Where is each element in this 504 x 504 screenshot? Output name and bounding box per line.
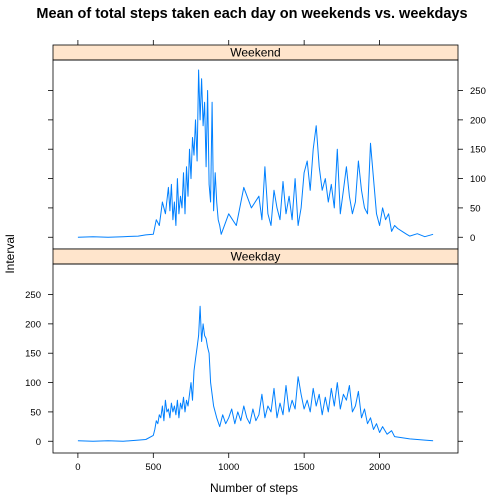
weekday-ytick-label-250: 250 — [25, 290, 41, 301]
xtick-label-0: 0 — [75, 462, 80, 473]
weekday-ytick-label-200: 200 — [25, 319, 41, 330]
weekend-ytick-label-0: 0 — [470, 233, 475, 244]
weekend-ytick-label-150: 150 — [470, 145, 486, 156]
weekday-ytick-label-50: 50 — [30, 407, 41, 418]
weekend-ytick-label-250: 250 — [470, 86, 486, 97]
weekend-strip-label: Weekend — [230, 46, 280, 60]
chart-title: Mean of total steps taken each day on we… — [36, 6, 467, 22]
frame-ticks: 0 50 100 150 200 250 0 50 100 150 200 250 0 500 1000 15… — [25, 40, 486, 473]
xtick-label-2000: 2000 — [369, 462, 390, 473]
weekday-series-line — [77, 305, 434, 442]
y-axis-label: Interval — [3, 234, 17, 273]
xtick-label-500: 500 — [145, 462, 161, 473]
weekend-ytick-label-200: 200 — [470, 115, 486, 126]
weekday-ytick-label-100: 100 — [25, 378, 41, 389]
weekend-ytick-label-50: 50 — [470, 203, 481, 214]
weekday-panel-frame — [52, 263, 459, 454]
weekday-ytick-label-150: 150 — [25, 349, 41, 360]
weekend-ytick-label-100: 100 — [470, 174, 486, 185]
xtick-label-1500: 1500 — [294, 462, 315, 473]
xtick-label-1000: 1000 — [218, 462, 239, 473]
weekday-strip-label: Weekday — [231, 250, 281, 264]
panels-group: Weekend Weekday — [52, 44, 459, 454]
weekend-series-line — [77, 69, 434, 238]
weekend-panel-frame — [52, 59, 459, 250]
x-axis-label: Number of steps — [210, 481, 298, 495]
weekday-ytick-label-0: 0 — [36, 437, 41, 448]
